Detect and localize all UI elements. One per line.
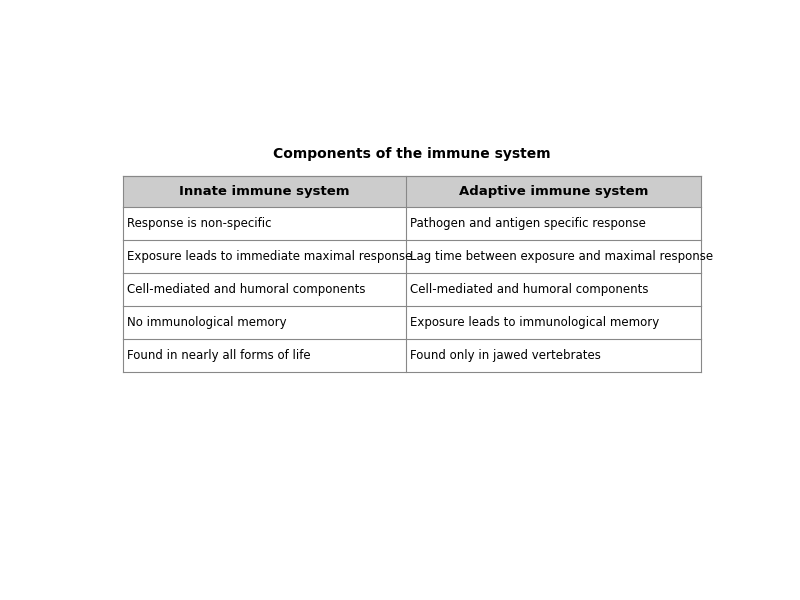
Text: Found in nearly all forms of life: Found in nearly all forms of life [127,349,310,362]
Text: Components of the immune system: Components of the immune system [273,146,550,161]
Bar [123,176,701,207]
Text: Cell-mediated and humoral components: Cell-mediated and humoral components [410,283,649,296]
Text: Exposure leads to immunological memory: Exposure leads to immunological memory [410,316,659,329]
Bar [123,306,701,339]
Text: Innate immune system: Innate immune system [179,185,350,198]
Text: Found only in jawed vertebrates: Found only in jawed vertebrates [410,349,601,362]
Text: Exposure leads to immediate maximal response: Exposure leads to immediate maximal resp… [127,250,413,263]
Bar [123,240,701,273]
Bar [123,273,701,306]
Bar [123,339,701,372]
Text: Pathogen and antigen specific response: Pathogen and antigen specific response [410,217,646,230]
Text: Response is non-specific: Response is non-specific [127,217,272,230]
Bar [123,207,701,240]
Text: Adaptive immune system: Adaptive immune system [458,185,648,198]
Text: Lag time between exposure and maximal response: Lag time between exposure and maximal re… [410,250,713,263]
Text: No immunological memory: No immunological memory [127,316,286,329]
Text: Cell-mediated and humoral components: Cell-mediated and humoral components [127,283,366,296]
